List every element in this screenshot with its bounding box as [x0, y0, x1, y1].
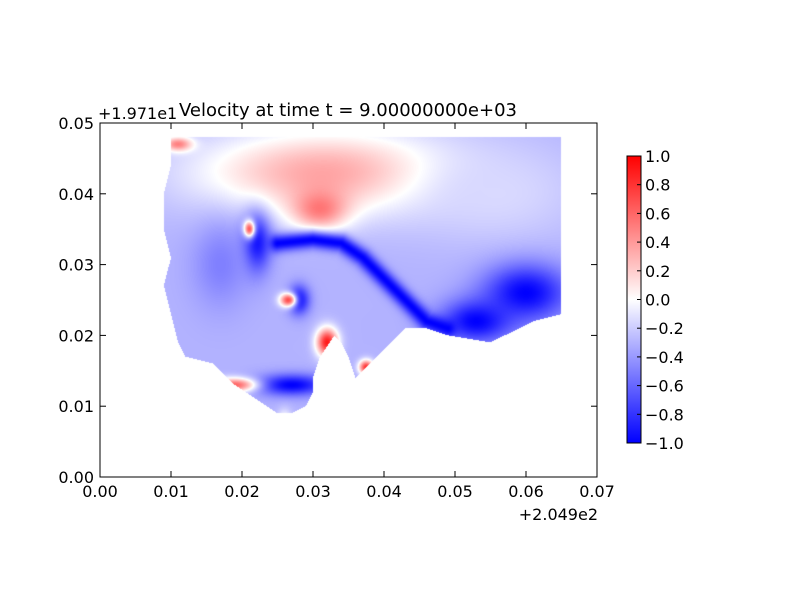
colorbar-tick-label: 0.8 [645, 176, 670, 195]
colorbar-tick-label: −0.4 [645, 348, 684, 367]
y-tick-label: 0.01 [58, 397, 94, 416]
y-offset-label: +1.971e1 [98, 104, 177, 123]
y-tick-label: 0.04 [58, 185, 94, 204]
colorbar-tick-label: −0.8 [645, 405, 684, 424]
x-tick-label: 0.03 [295, 482, 331, 501]
colorbar-tick-label: 0.2 [645, 262, 670, 281]
colorbar-tick-label: 0.0 [645, 291, 670, 310]
colorbar-gradient [627, 156, 641, 443]
x-tick-label: 0.05 [437, 482, 473, 501]
x-tick-label: 0.00 [82, 482, 118, 501]
y-tick-label: 0.02 [58, 326, 94, 345]
heatmap-image [100, 123, 597, 477]
y-tick-label: 0.05 [58, 114, 94, 133]
x-tick-label: 0.02 [224, 482, 260, 501]
velocity-heatmap [100, 123, 597, 477]
colorbar-tick-label: 0.6 [645, 204, 670, 223]
x-tick-label: 0.06 [508, 482, 544, 501]
axes: 0.00 0.01 0.02 0.03 0.04 0.05 0.06 0.07 0.00 0.01… [58, 114, 614, 501]
colorbar-tick-label: −0.2 [645, 319, 684, 338]
chart-title: Velocity at time t = 9.00000000e+03 [179, 100, 517, 121]
y-tick-label: 0.03 [58, 256, 94, 275]
colorbar-tick-label: −0.6 [645, 377, 684, 396]
x-tick-label: 0.04 [366, 482, 402, 501]
y-tick-label: 0.00 [58, 468, 94, 487]
colorbar-tick-label: 0.4 [645, 233, 670, 252]
x-offset-label: +2.049e2 [519, 505, 598, 524]
colorbar-tick-label: −1.0 [645, 434, 684, 453]
x-tick-label: 0.01 [153, 482, 189, 501]
colorbar: 1.0 0.8 0.6 0.4 0.2 0.0 −0.2 −0.4 −0.6 −0.8 −1.0 [626, 147, 684, 453]
x-tick-label: 0.07 [579, 482, 615, 501]
plot-frame [99, 122, 598, 478]
colorbar-tick-label: 1.0 [645, 147, 670, 166]
